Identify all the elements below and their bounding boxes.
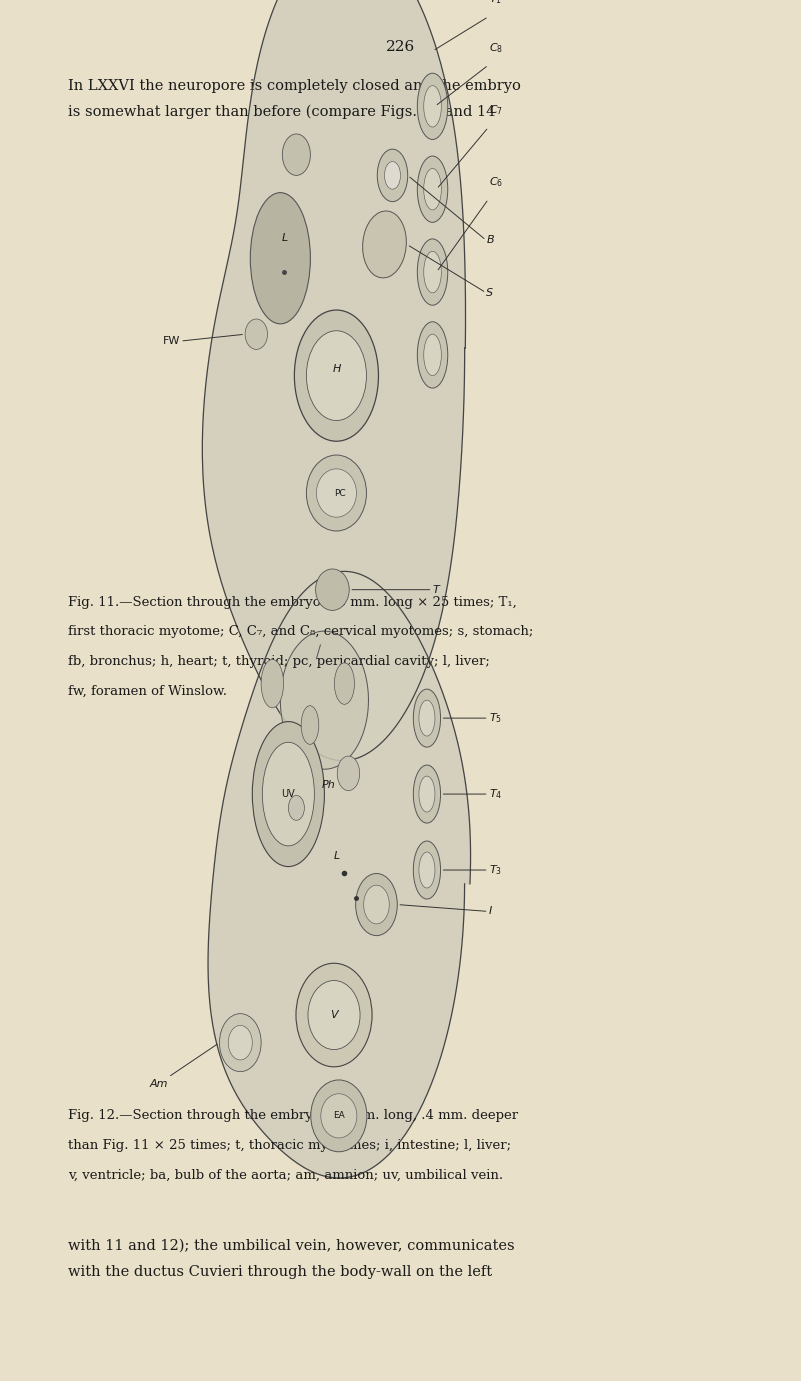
Text: fw, foramen of Winslow.: fw, foramen of Winslow. — [68, 685, 227, 697]
Ellipse shape — [306, 331, 367, 421]
Polygon shape — [203, 0, 465, 761]
Ellipse shape — [337, 757, 360, 790]
Ellipse shape — [424, 334, 441, 376]
Text: $C_7$: $C_7$ — [489, 104, 503, 117]
Text: L: L — [281, 232, 288, 243]
Ellipse shape — [364, 885, 389, 924]
Ellipse shape — [377, 149, 408, 202]
Text: H: H — [332, 363, 340, 374]
Ellipse shape — [417, 239, 448, 305]
Text: with the ductus Cuvieri through the body-wall on the left: with the ductus Cuvieri through the body… — [68, 1265, 492, 1279]
Text: S: S — [486, 287, 493, 298]
Ellipse shape — [363, 211, 406, 278]
Ellipse shape — [419, 700, 435, 736]
Text: Fig. 11.—Section through the embryo 4.3 mm. long × 25 times; T₁,: Fig. 11.—Section through the embryo 4.3 … — [68, 595, 517, 609]
Ellipse shape — [219, 1014, 261, 1072]
Ellipse shape — [417, 322, 448, 388]
Text: $T_3$: $T_3$ — [489, 863, 501, 877]
Ellipse shape — [424, 251, 441, 293]
Text: with 11 and 12); the umbilical vein, however, communicates: with 11 and 12); the umbilical vein, how… — [68, 1239, 515, 1253]
Ellipse shape — [288, 795, 304, 820]
Text: I: I — [489, 906, 492, 917]
Ellipse shape — [417, 73, 448, 139]
Ellipse shape — [295, 311, 379, 442]
Text: V: V — [330, 1010, 338, 1021]
Text: $T_4$: $T_4$ — [489, 787, 502, 801]
Ellipse shape — [413, 841, 441, 899]
Ellipse shape — [261, 660, 284, 708]
Text: EA: EA — [333, 1112, 344, 1120]
Text: v, ventricle; ba, bulb of the aorta; am, amnion; uv, umbilical vein.: v, ventricle; ba, bulb of the aorta; am,… — [68, 1168, 503, 1182]
Ellipse shape — [356, 874, 397, 936]
Text: FW: FW — [163, 336, 180, 347]
Ellipse shape — [245, 319, 268, 349]
Ellipse shape — [301, 706, 319, 744]
Text: Fig. 12.—Section through the embryo 4.3 mm. long, .4 mm. deeper: Fig. 12.—Section through the embryo 4.3 … — [68, 1109, 518, 1123]
Ellipse shape — [413, 765, 441, 823]
Ellipse shape — [384, 162, 400, 189]
Text: fb, bronchus; h, heart; t, thyroid; pc, pericardial cavity; l, liver;: fb, bronchus; h, heart; t, thyroid; pc, … — [68, 655, 490, 668]
Text: is somewhat larger than before (compare Figs. 13 and 14: is somewhat larger than before (compare … — [68, 105, 496, 119]
Ellipse shape — [413, 689, 441, 747]
Ellipse shape — [308, 981, 360, 1050]
Ellipse shape — [419, 852, 435, 888]
Ellipse shape — [316, 470, 356, 518]
Text: In LXXVI the neuropore is completely closed and the embryo: In LXXVI the neuropore is completely clo… — [68, 79, 521, 93]
Polygon shape — [280, 631, 368, 769]
Ellipse shape — [424, 86, 441, 127]
Ellipse shape — [320, 1094, 356, 1138]
Text: $T_1$: $T_1$ — [489, 0, 501, 6]
Ellipse shape — [419, 776, 435, 812]
Ellipse shape — [306, 456, 367, 530]
Text: PC: PC — [335, 489, 346, 497]
Ellipse shape — [417, 156, 448, 222]
Ellipse shape — [316, 569, 349, 610]
Text: first thoracic myotome; C, C₇, and C₈, cervical myotomes; s, stomach;: first thoracic myotome; C, C₇, and C₈, c… — [68, 626, 533, 638]
Text: UV: UV — [281, 789, 296, 800]
Text: T: T — [433, 584, 439, 595]
Text: 226: 226 — [386, 40, 415, 54]
Text: Am: Am — [150, 1079, 168, 1090]
Ellipse shape — [252, 721, 324, 867]
Ellipse shape — [424, 168, 441, 210]
Text: B: B — [486, 235, 494, 246]
Ellipse shape — [335, 663, 354, 704]
Ellipse shape — [283, 134, 311, 175]
Polygon shape — [208, 572, 470, 1178]
Text: L: L — [333, 851, 340, 862]
Text: $C_6$: $C_6$ — [489, 175, 503, 189]
Text: than Fig. 11 × 25 times; t, thoracic myotomes; i, intestine; l, liver;: than Fig. 11 × 25 times; t, thoracic myo… — [68, 1139, 511, 1152]
Text: $T_5$: $T_5$ — [489, 711, 501, 725]
Text: $C_8$: $C_8$ — [489, 41, 503, 55]
Ellipse shape — [263, 743, 315, 845]
Ellipse shape — [228, 1025, 252, 1061]
Ellipse shape — [296, 964, 372, 1066]
Ellipse shape — [311, 1080, 367, 1152]
Text: Ph: Ph — [321, 780, 336, 790]
Ellipse shape — [250, 193, 311, 325]
